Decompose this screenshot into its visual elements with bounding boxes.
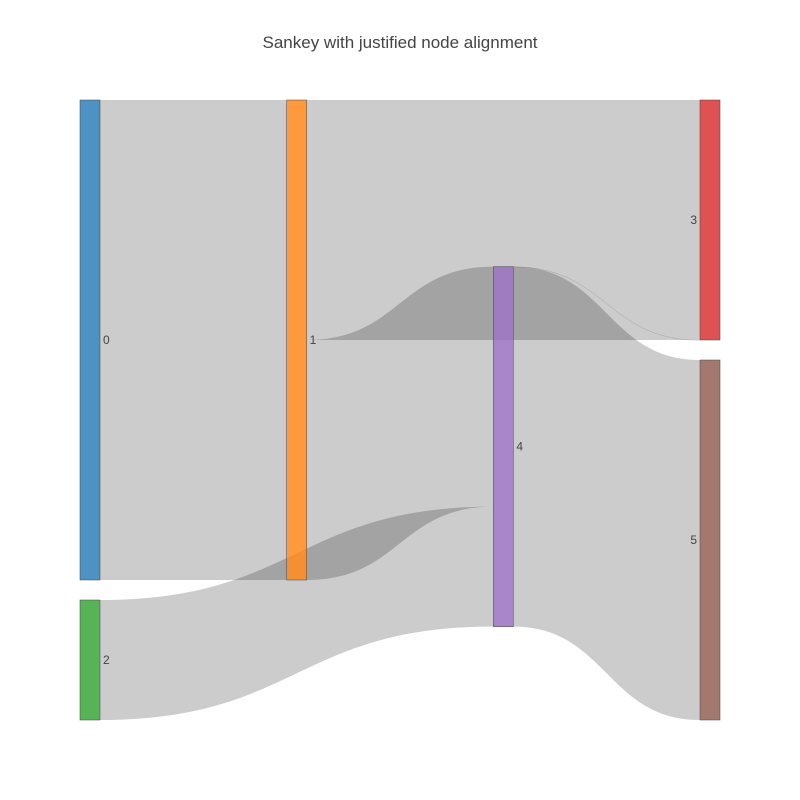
link-1-to-3[interactable] [306, 100, 700, 340]
node-label-5: 5 [690, 533, 697, 547]
link-0-to-1[interactable] [100, 100, 287, 580]
node-label-0: 0 [103, 333, 110, 347]
chart-title: Sankey with justified node alignment [262, 33, 538, 52]
node-label-3: 3 [690, 213, 697, 227]
node-2[interactable] [79, 599, 101, 721]
node-label-1: 1 [310, 333, 317, 347]
node-1[interactable] [286, 99, 307, 581]
node-label-4: 4 [516, 440, 523, 454]
node-0[interactable] [79, 99, 101, 581]
node-label-2: 2 [103, 653, 110, 667]
link-2-to-4[interactable] [100, 506, 494, 720]
link-4-to-3[interactable] [513, 266, 700, 341]
node-4[interactable] [493, 266, 514, 627]
node-3[interactable] [699, 99, 721, 341]
link-1-to-4[interactable] [306, 266, 494, 580]
link-4-to-5[interactable] [513, 266, 700, 720]
node-5[interactable] [699, 359, 721, 721]
nodes-layer [79, 99, 721, 721]
links-layer [100, 100, 700, 720]
labels-layer: 0 1 2 3 4 5 [103, 213, 697, 667]
